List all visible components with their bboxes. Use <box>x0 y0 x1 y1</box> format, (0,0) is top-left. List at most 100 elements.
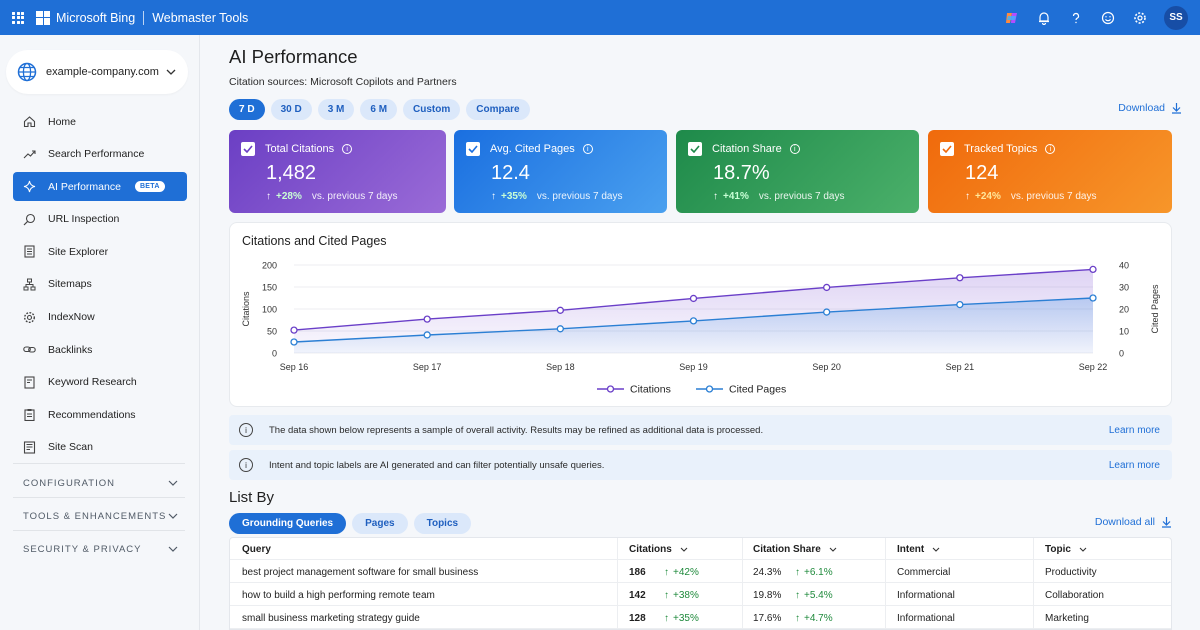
sidebar-item-home[interactable]: Home <box>13 107 187 136</box>
sidebar-item-url-inspection[interactable]: URL Inspection <box>13 205 187 234</box>
delta-value: +5.4% <box>804 589 833 601</box>
kpi-avg-cited-pages[interactable]: Avg. Cited Pages i 12.4 ↑ +35% vs. previ… <box>454 130 667 213</box>
sidebar-item-label: Keyword Research <box>48 376 137 389</box>
info-icon[interactable]: i <box>789 144 800 154</box>
kpi-label: Citation Share <box>712 143 782 155</box>
sidebar-item-search-performance[interactable]: Search Performance <box>13 140 187 169</box>
tab-topics[interactable]: Topics <box>413 513 472 534</box>
table-row[interactable]: small business marketing strategy guide … <box>230 607 1171 629</box>
y-tick-label: 50 <box>267 327 277 337</box>
sidebar: example-company.com Home Search Performa… <box>0 35 200 630</box>
header-label: Intent <box>897 543 925 555</box>
chevron-down-icon <box>680 547 688 552</box>
delta-value: +4.7% <box>804 612 833 624</box>
sidebar-item-sitemaps[interactable]: Sitemaps <box>13 270 187 299</box>
arrow-up-icon: ↑ <box>664 566 669 578</box>
data-point <box>556 306 564 314</box>
kpi-delta: +28% <box>276 191 302 202</box>
topic-cell: Productivity <box>1045 566 1097 578</box>
column-header-topic[interactable]: Topic <box>1045 538 1087 560</box>
checkbox-checked-icon[interactable] <box>688 142 702 156</box>
learn-more-link[interactable]: Learn more <box>1108 424 1160 436</box>
delta-value: +42% <box>673 566 699 578</box>
copilot-icon[interactable] <box>1004 10 1020 26</box>
citations-value: 186 <box>629 566 646 578</box>
sidebar-group-configuration[interactable]: CONFIGURATION <box>23 473 178 493</box>
arrow-up-icon: ↑ <box>266 191 271 202</box>
range-6m-button[interactable]: 6 M <box>360 99 398 120</box>
range-7d-button[interactable]: 7 D <box>229 99 265 120</box>
header-label: Citations <box>629 543 672 555</box>
download-label: Download <box>1118 102 1165 114</box>
intent-cell: Informational <box>897 589 955 601</box>
kpi-comparison: vs. previous 7 days <box>758 191 845 202</box>
checkbox-checked-icon[interactable] <box>466 142 480 156</box>
ai-labels-notice: i Intent and topic labels are AI generat… <box>229 450 1172 480</box>
info-icon[interactable]: i <box>1045 144 1056 154</box>
sidebar-item-label: Home <box>48 115 77 128</box>
settings-gear-icon[interactable] <box>1132 10 1148 26</box>
compare-button[interactable]: Compare <box>466 99 530 120</box>
sidebar-group-security[interactable]: SECURITY & PRIVACY <box>23 539 178 559</box>
sidebar-item-keyword-research[interactable]: Keyword Research <box>13 368 187 397</box>
download-button[interactable]: Download <box>1118 102 1182 114</box>
citation-sources: Citation sources: Microsoft Copilots and… <box>229 76 457 88</box>
sidebar-item-recommendations[interactable]: Recommendations <box>13 400 187 429</box>
sidebar-item-label: Site Scan <box>48 441 93 454</box>
range-custom-button[interactable]: Custom <box>403 99 461 120</box>
beta-badge: BETA <box>134 181 165 193</box>
product-name[interactable]: Webmaster Tools <box>152 10 249 25</box>
x-tick-label: Sep 18 <box>546 362 575 372</box>
info-icon[interactable]: i <box>342 144 353 154</box>
app-launcher-icon[interactable] <box>12 11 24 24</box>
citations-cell: 128 <box>629 607 646 629</box>
sidebar-item-ai-performance[interactable]: AI Performance BETA <box>13 172 187 202</box>
kpi-value: 18.7% <box>713 162 770 184</box>
kpi-total-citations[interactable]: Total Citations i 1,482 ↑ +28% vs. previ… <box>229 130 446 213</box>
site-selector[interactable]: example-company.com <box>6 50 188 94</box>
intent-cell: Informational <box>897 612 955 624</box>
citations-cell: 142 <box>629 584 646 606</box>
sidebar-item-site-explorer[interactable]: Site Explorer <box>13 237 187 266</box>
tab-grounding-queries[interactable]: Grounding Queries <box>229 513 347 534</box>
notification-bell-icon[interactable] <box>1036 10 1052 26</box>
column-header-query[interactable]: Query <box>242 543 271 555</box>
help-icon[interactable] <box>1068 10 1084 26</box>
sidebar-divider <box>13 463 185 464</box>
kpi-comparison: vs. previous 7 days <box>1010 191 1097 202</box>
download-all-button[interactable]: Download all <box>1095 516 1172 528</box>
date-range-selector: 7 D 30 D 3 M 6 M Custom Compare <box>229 99 530 120</box>
search-icon <box>22 212 36 226</box>
user-avatar[interactable]: SS <box>1164 5 1188 30</box>
feedback-smiley-icon[interactable] <box>1100 10 1116 26</box>
column-header-citations[interactable]: Citations <box>629 538 688 560</box>
info-icon[interactable]: i <box>582 144 593 154</box>
table-row[interactable]: how to build a high performing remote te… <box>230 584 1171 606</box>
range-30d-button[interactable]: 30 D <box>270 99 312 120</box>
kpi-citation-share[interactable]: Citation Share i 18.7% ↑ +41% vs. previo… <box>676 130 919 213</box>
brand-name[interactable]: Microsoft Bing <box>56 10 136 25</box>
column-header-intent[interactable]: Intent <box>897 538 940 560</box>
learn-more-link[interactable]: Learn more <box>1108 459 1160 471</box>
checkbox-checked-icon[interactable] <box>241 142 255 156</box>
sidebar-item-site-scan[interactable]: Site Scan <box>13 433 187 462</box>
page-title: AI Performance <box>229 46 358 67</box>
sidebar-group-tools[interactable]: TOOLS & ENHANCEMENTS <box>23 506 178 526</box>
chevron-down-icon <box>1079 547 1087 552</box>
arrow-up-icon: ↑ <box>664 589 669 601</box>
legend-label: Citations <box>630 384 671 396</box>
tab-pages[interactable]: Pages <box>352 513 408 534</box>
microsoft-logo-icon <box>36 10 50 25</box>
sidebar-item-indexnow[interactable]: IndexNow <box>13 303 187 332</box>
checkbox-checked-icon[interactable] <box>940 142 954 156</box>
arrow-up-icon: ↑ <box>795 589 800 601</box>
range-3m-button[interactable]: 3 M <box>317 99 355 120</box>
sidebar-item-backlinks[interactable]: Backlinks <box>13 335 187 364</box>
table-row[interactable]: best project management software for sma… <box>230 561 1171 583</box>
kpi-value: 12.4 <box>491 162 530 184</box>
gear-icon <box>22 310 36 324</box>
globe-icon <box>17 62 37 82</box>
data-point <box>290 338 298 346</box>
kpi-tracked-topics[interactable]: Tracked Topics i 124 ↑ +24% vs. previous… <box>928 130 1172 213</box>
column-header-citation-share[interactable]: Citation Share <box>753 538 837 560</box>
